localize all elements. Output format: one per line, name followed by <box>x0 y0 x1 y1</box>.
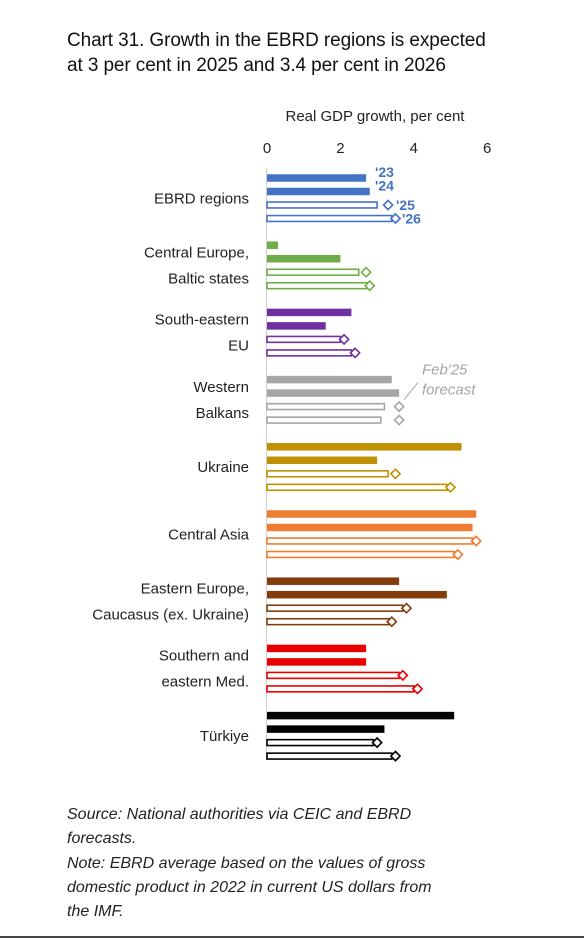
group-label: Central Europe, <box>144 244 249 261</box>
bar-forecast <box>266 671 400 680</box>
group-label: Caucasus (ex. Ukraine) <box>92 606 249 623</box>
group-label: EBRD regions <box>154 190 249 207</box>
group-label: Balkans <box>196 405 249 422</box>
feb25-forecast-marker <box>444 481 457 494</box>
bar-actual <box>267 443 462 451</box>
bar-forecast <box>266 281 371 290</box>
bar-actual <box>267 725 385 733</box>
x-tick-label: 2 <box>336 140 344 157</box>
group-label: EU <box>228 338 249 355</box>
forecast-annotation-line-2: forecast <box>422 382 476 399</box>
bar-actual <box>267 254 341 263</box>
group-label: Baltic states <box>168 270 249 287</box>
bar-actual <box>267 174 367 182</box>
title-line-1: Chart 31. Growth in the EBRD regions is … <box>67 30 486 51</box>
source-line-2: forecasts. <box>67 830 137 847</box>
feb25-forecast-marker <box>338 333 350 346</box>
group-label: Southern and <box>159 648 249 665</box>
group-label: Central Asia <box>168 526 250 543</box>
bar-forecast <box>266 470 389 478</box>
title-line-2: at 3 per cent in 2025 and 3.4 per cent i… <box>67 55 446 76</box>
source-note: Source: National authorities via CEIC an… <box>67 803 567 851</box>
group-label: South-eastern <box>155 312 249 329</box>
feb25-forecast-marker <box>452 548 464 561</box>
bar-forecast <box>266 483 448 492</box>
bar-actual <box>267 523 473 532</box>
bar-actual <box>267 510 477 518</box>
bar-actual <box>267 456 378 465</box>
bar-forecast <box>266 214 393 223</box>
year-label: '26 <box>402 211 421 227</box>
feb25-forecast-marker <box>389 468 402 480</box>
feb25-forecast-marker <box>382 199 394 211</box>
chart-title: Chart 31. Growth in the EBRD regions is … <box>67 28 567 78</box>
group-label: Ukraine <box>197 459 249 476</box>
feb25-forecast-marker <box>360 266 372 278</box>
bar-forecast <box>266 201 378 209</box>
feb25-forecast-marker <box>364 279 376 292</box>
forecast-annotation-leader <box>403 382 419 400</box>
bar-forecast <box>266 685 415 693</box>
feb25-forecast-marker <box>389 750 402 762</box>
bar-forecast <box>266 604 404 612</box>
feb25-forecast-marker <box>470 535 482 547</box>
bar-actual <box>267 322 326 330</box>
bottom-rule <box>0 936 584 938</box>
x-tick-label: 6 <box>483 140 491 157</box>
bar-forecast <box>266 416 382 424</box>
bar-forecast <box>266 617 393 626</box>
bar-actual <box>267 577 400 585</box>
bar-actual <box>267 711 455 720</box>
bar-forecast <box>266 738 375 747</box>
feb25-forecast-marker <box>349 347 361 359</box>
bar-forecast <box>266 349 353 357</box>
bar-actual <box>267 375 392 384</box>
bar-actual <box>267 658 367 666</box>
bar-forecast <box>266 402 386 411</box>
footnote: Note: EBRD average based on the values o… <box>67 852 567 924</box>
bar-actual <box>267 590 447 599</box>
note-line-3: the IMF. <box>67 903 124 920</box>
feb25-forecast-marker <box>393 400 405 413</box>
feb25-forecast-marker <box>393 414 405 426</box>
bar-forecast <box>266 752 393 760</box>
year-label: '23 <box>375 164 394 180</box>
feb25-forecast-marker <box>389 212 402 225</box>
year-label: '24 <box>375 178 394 194</box>
group-label: Eastern Europe, <box>141 580 249 597</box>
bar-chart: Real GDP growth, per cent 0 2 4 6 EBRD region… <box>92 108 491 762</box>
bar-forecast <box>266 550 455 559</box>
feb25-forecast-marker <box>397 669 409 682</box>
forecast-annotation-line-1: Feb'25 <box>422 362 468 379</box>
bar-actual <box>267 187 370 196</box>
x-tick-label: 4 <box>410 140 418 157</box>
bar-actual <box>267 241 279 249</box>
note-line-1: Note: EBRD average based on the values o… <box>67 855 426 872</box>
group-label: Türkiye <box>200 728 249 745</box>
bar-actual <box>267 389 400 397</box>
group-label: eastern Med. <box>161 674 249 691</box>
feb25-forecast-marker <box>371 736 383 749</box>
axis-title: Real GDP growth, per cent <box>286 108 466 125</box>
note-line-2: domestic product in 2022 in current US d… <box>67 879 432 896</box>
source-line-1: Source: National authorities via CEIC an… <box>67 806 412 823</box>
bar-forecast <box>266 335 342 344</box>
bar-forecast <box>266 268 360 276</box>
feb25-forecast-marker <box>386 615 398 628</box>
bar-actual <box>267 308 352 317</box>
feb25-forecast-marker <box>411 683 424 695</box>
x-tick-label: 0 <box>263 140 271 157</box>
year-label: '25 <box>396 197 415 213</box>
bar-actual <box>267 644 367 653</box>
group-label: Western <box>193 379 249 396</box>
feb25-forecast-marker <box>400 602 413 614</box>
bar-forecast <box>266 537 474 545</box>
